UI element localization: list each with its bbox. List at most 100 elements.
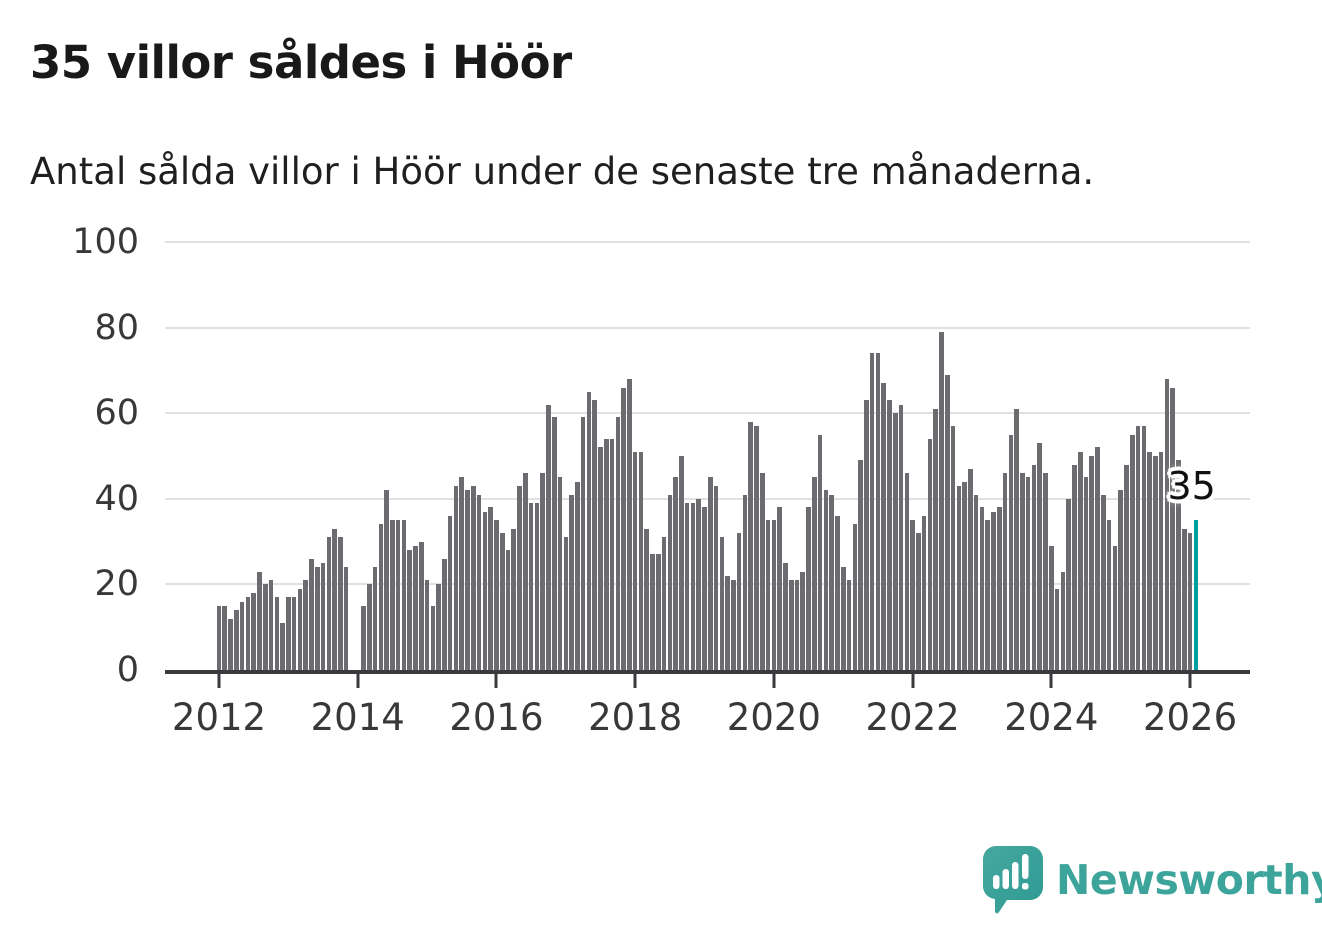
gridline-y-80: [165, 326, 1250, 329]
bar: [430, 605, 436, 670]
bar: [505, 550, 511, 670]
bar: [933, 408, 938, 670]
x-axis-tick-2020: [772, 674, 776, 688]
bar: [650, 554, 655, 670]
bar: [817, 434, 823, 670]
bar: [407, 550, 413, 670]
bar: [892, 413, 898, 670]
gridline-y-60: [165, 412, 1250, 415]
bar: [840, 567, 846, 670]
bar: [390, 520, 395, 670]
bar: [442, 558, 447, 670]
bar: [719, 537, 725, 670]
x-axis-label-2012: 2012: [171, 696, 267, 739]
bar: [603, 438, 609, 670]
brand-footer: Newsworthy: [982, 845, 1322, 915]
bar: [257, 571, 262, 670]
bar: [846, 580, 852, 670]
bar: [771, 520, 777, 670]
bar: [823, 490, 829, 670]
bar: [1129, 434, 1135, 670]
bar: [1043, 473, 1048, 670]
bar: [887, 400, 892, 670]
bar: [1077, 451, 1083, 670]
bar: [939, 331, 944, 670]
bar: [621, 387, 626, 670]
bar: [777, 507, 782, 670]
y-axis-label-100: 100: [72, 222, 139, 262]
bar: [835, 515, 840, 670]
bar: [1135, 426, 1141, 670]
bar: [1031, 464, 1037, 670]
bar: [551, 417, 557, 670]
bar: [540, 473, 545, 670]
bar: [979, 507, 985, 670]
bar: [395, 520, 401, 670]
bar: [800, 571, 806, 670]
bar: [1101, 494, 1106, 670]
gridline-y-20: [165, 583, 1250, 586]
bar: [1124, 464, 1129, 670]
y-axis-label-80: 80: [94, 307, 139, 348]
bar: [673, 477, 678, 670]
bar: [569, 494, 574, 670]
bar: [343, 567, 349, 670]
bar: [615, 417, 621, 670]
bar: [1095, 447, 1100, 670]
bar: [1112, 545, 1118, 670]
bar: [858, 460, 863, 670]
bar: [216, 605, 222, 670]
bar: [326, 537, 332, 670]
bar: [627, 378, 632, 670]
bar: [644, 528, 649, 670]
bar: [309, 558, 314, 670]
bar: [338, 537, 343, 670]
bar: [1066, 498, 1071, 670]
bar: [528, 503, 534, 670]
bar: [471, 485, 476, 670]
bar: [667, 494, 673, 670]
bar: [881, 383, 886, 670]
bar: [1181, 528, 1187, 670]
logo-bar-small: [993, 875, 1000, 889]
logo-exclamation-dot: [1022, 883, 1029, 890]
bar: [447, 515, 453, 670]
bar: [898, 404, 904, 670]
bar: [927, 438, 933, 670]
bar: [453, 485, 459, 670]
x-axis-tick-2022: [911, 674, 915, 688]
bar: [499, 533, 505, 670]
bar: [684, 503, 690, 670]
bar-highlight-latest: [1193, 520, 1199, 670]
bar: [713, 485, 719, 670]
bar: [291, 597, 297, 670]
x-axis-tick-2012: [217, 674, 221, 688]
bar: [488, 507, 493, 670]
bar: [280, 622, 285, 670]
bar: [1049, 545, 1054, 670]
bar: [997, 507, 1002, 670]
bar: [760, 473, 765, 670]
bar: [991, 511, 996, 670]
bar: [916, 533, 921, 670]
bar: [598, 447, 603, 670]
bar: [829, 494, 834, 670]
bar: [303, 580, 308, 670]
bar: [534, 503, 540, 670]
bar: [575, 481, 580, 670]
bar: [1008, 434, 1014, 670]
bar: [1002, 473, 1008, 670]
bar: [731, 580, 736, 670]
bar: [1025, 477, 1031, 670]
bar: [1187, 533, 1193, 670]
bar: [1141, 426, 1147, 670]
x-axis-tick-2018: [633, 674, 637, 688]
bar: [788, 580, 794, 670]
plot-area: 35 0 20 40 60 80 100 2012 2014 2016 2018 2020 2022 2…: [72, 222, 1250, 739]
bar: [1060, 571, 1066, 670]
brand-name: Newsworthy: [1056, 856, 1322, 904]
bar: [436, 584, 441, 670]
bar: [725, 575, 730, 670]
bar: [812, 477, 817, 670]
x-axis-tick-2024: [1049, 674, 1053, 688]
